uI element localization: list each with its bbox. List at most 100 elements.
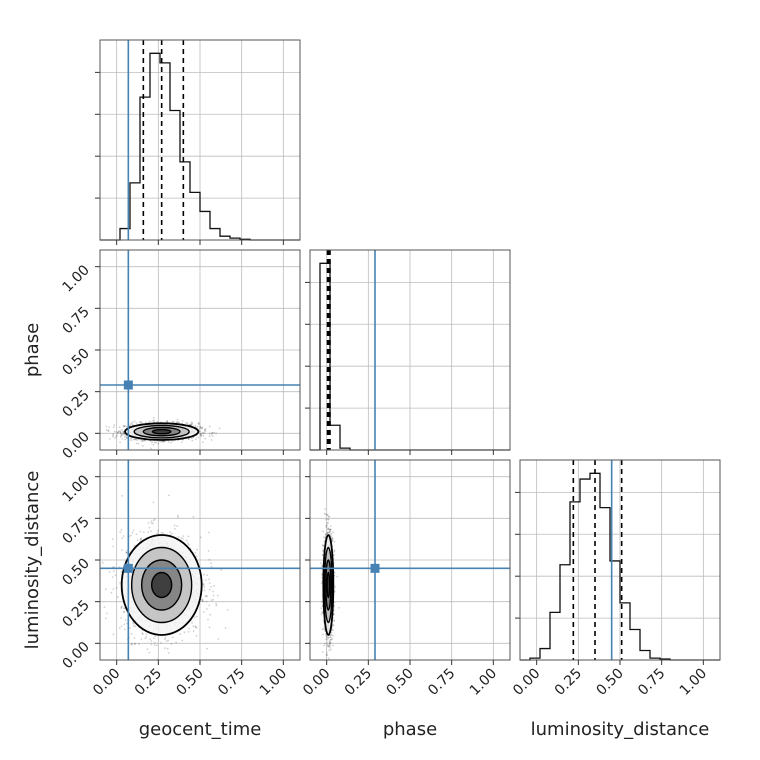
sample-point (226, 609, 229, 611)
sample-point (336, 575, 339, 578)
sample-point (107, 429, 110, 432)
sample-point (210, 585, 213, 588)
sample-point (328, 531, 331, 534)
sample-point (119, 436, 122, 438)
sample-point (164, 647, 166, 650)
sample-point (196, 548, 199, 551)
sample-point (202, 434, 205, 437)
sample-point (123, 610, 125, 613)
density-phase-vs-geocent-time-truth-marker (123, 380, 133, 390)
sample-point (124, 435, 126, 438)
sample-point (198, 423, 201, 426)
sample-point (164, 638, 166, 640)
sample-point (199, 536, 202, 539)
sample-point (322, 633, 324, 636)
sample-point (116, 596, 119, 598)
sample-point (329, 528, 331, 531)
sample-point (185, 422, 187, 424)
sample-point (202, 441, 204, 444)
yaxis-label-luminosity-distance: luminosity_distance (22, 471, 43, 650)
sample-point (112, 433, 115, 436)
sample-point (322, 544, 324, 547)
sample-point (328, 645, 330, 648)
sample-point (112, 434, 114, 437)
sample-point (203, 573, 205, 576)
sample-point (162, 532, 165, 534)
xtick-label-phase-2: 0.50 (383, 666, 416, 699)
sample-point (131, 423, 134, 426)
sample-point (333, 619, 335, 622)
sample-point (122, 535, 125, 537)
sample-point (144, 637, 147, 640)
sample-point (212, 598, 215, 601)
sample-point (155, 644, 158, 646)
sample-point (211, 432, 214, 434)
sample-point (118, 430, 121, 433)
ytick-label-luminosity-distance-3: 0.75 (59, 514, 92, 547)
sample-point (201, 600, 204, 602)
sample-point (119, 581, 121, 584)
sample-point (210, 562, 212, 565)
sample-point (328, 531, 331, 533)
sample-point (139, 538, 142, 540)
sample-point (204, 437, 207, 440)
sample-point (131, 643, 133, 645)
sample-point (196, 615, 198, 618)
sample-point (105, 617, 107, 620)
sample-point (203, 432, 206, 434)
sample-point (153, 637, 155, 640)
sample-point (194, 551, 197, 554)
xtick-label-luminosity-distance-4: 1.00 (677, 666, 710, 699)
sample-point (322, 550, 324, 552)
sample-point (168, 494, 170, 497)
sample-point (204, 595, 207, 598)
sample-point (187, 543, 190, 546)
sample-point (327, 521, 330, 524)
sample-point (132, 621, 134, 624)
sample-point (152, 443, 155, 446)
sample-point (206, 574, 209, 576)
sample-point (129, 437, 132, 440)
sample-point (154, 641, 156, 644)
sample-point (150, 640, 153, 642)
sample-point (120, 606, 123, 609)
sample-point (123, 433, 126, 436)
sample-point (103, 606, 106, 608)
sample-point (122, 432, 125, 434)
sample-point (332, 644, 334, 647)
sample-point (326, 638, 329, 641)
sample-point (153, 518, 156, 521)
sample-point (328, 644, 331, 647)
sample-point (152, 519, 155, 522)
xtick-label-luminosity-distance-3: 0.75 (635, 666, 668, 699)
sample-point (322, 544, 325, 547)
sample-point (207, 550, 210, 552)
sample-point (332, 629, 335, 631)
sample-point (112, 633, 115, 636)
sample-point (197, 436, 200, 439)
sample-point (200, 599, 203, 601)
sample-point (333, 540, 336, 543)
sample-point (212, 594, 215, 597)
sample-point (130, 643, 133, 646)
sample-point (113, 430, 116, 433)
sample-point (210, 565, 213, 568)
sample-point (151, 441, 153, 444)
sample-point (119, 531, 122, 534)
sample-point (195, 555, 198, 558)
sample-point (139, 421, 142, 424)
yaxis-label-phase: phase (22, 323, 43, 377)
sample-point (199, 425, 202, 428)
sample-point (140, 537, 143, 540)
sample-point (329, 638, 332, 641)
xtick-label-geocent-time-3: 0.75 (215, 666, 248, 699)
sample-point (320, 613, 323, 616)
sample-point (123, 425, 126, 427)
xtick-label-geocent-time-2: 0.50 (173, 666, 206, 699)
xtick-label-phase-0: 0.00 (300, 666, 333, 699)
sample-point (332, 624, 335, 626)
sample-point (199, 426, 202, 429)
sample-point (326, 522, 328, 525)
sample-point (187, 535, 190, 538)
sample-point (156, 532, 159, 535)
